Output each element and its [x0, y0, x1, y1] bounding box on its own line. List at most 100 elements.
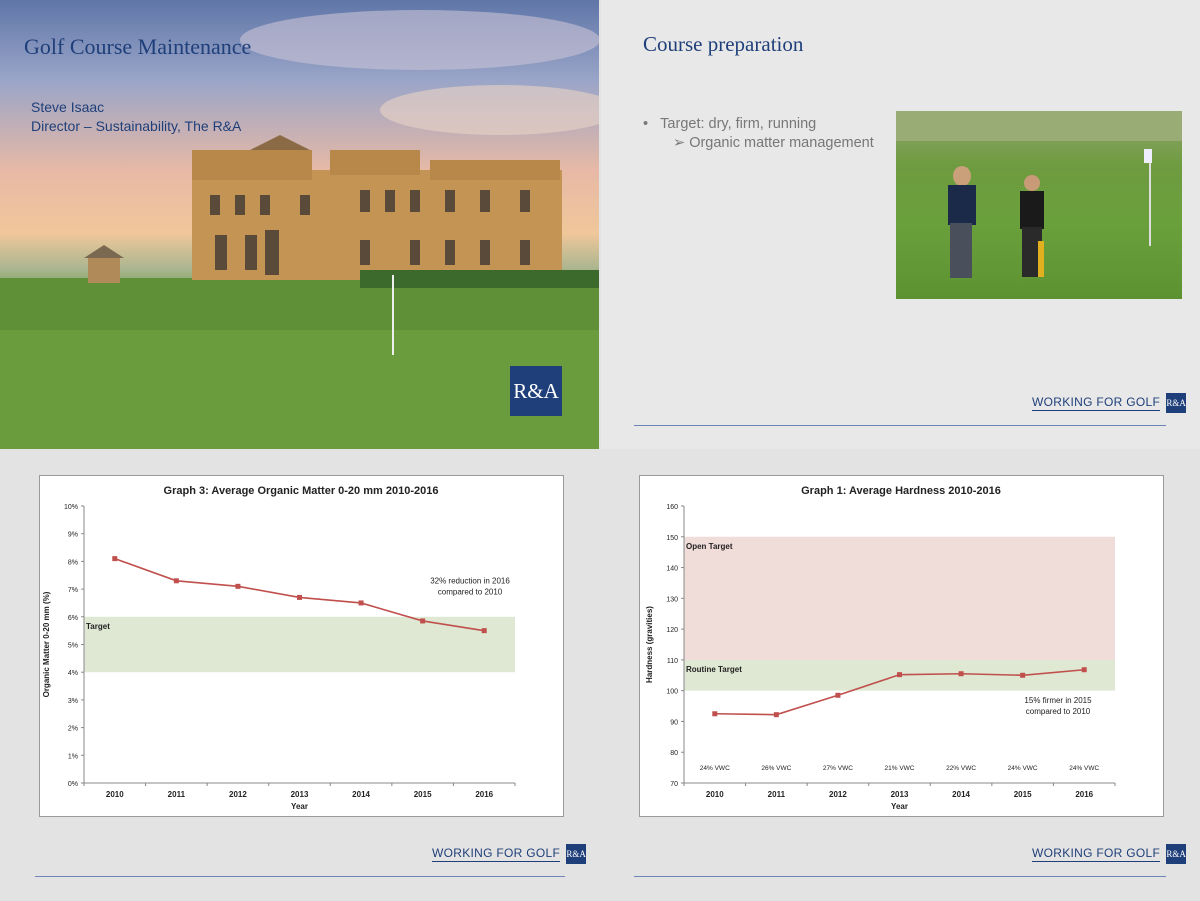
slide-title: Golf Course Maintenance: [24, 34, 252, 59]
green-inspection-photo: [896, 111, 1182, 299]
chart-frame: Graph 3: Average Organic Matter 0-20 mm …: [39, 475, 564, 817]
footer-text: WORKING FOR GOLF: [1032, 846, 1161, 862]
data-point: [235, 583, 241, 589]
data-point: [358, 600, 364, 606]
data-point: [958, 671, 964, 677]
band-label: Routine Target: [686, 665, 742, 674]
clubhouse-photo: [0, 10, 599, 449]
data-point: [112, 556, 118, 562]
sub-bullet-item: ➢ Organic matter management: [673, 135, 874, 151]
vwc-label: 21% VWC: [885, 765, 915, 772]
x-tick-label: 2012: [829, 790, 847, 799]
y-tick-label: 90: [670, 719, 678, 726]
y-tick-label: 110: [667, 658, 678, 665]
bullet-item: • Target: dry, firm, running: [643, 116, 817, 132]
data-point: [773, 712, 779, 718]
y-tick-label: 80: [670, 750, 678, 757]
footer-text: WORKING FOR GOLF: [1032, 395, 1161, 411]
x-tick-label: 2015: [414, 790, 432, 799]
data-point: [897, 672, 902, 678]
x-tick-label: 2014: [952, 790, 970, 799]
working-for-golf-logo: WORKING FOR GOLF R&A: [1032, 844, 1187, 864]
hardness-slide: Graph 1: Average Hardness 2010-2016 Routi…: [601, 452, 1200, 901]
data-point: [297, 594, 302, 600]
y-tick-label: 150: [666, 535, 678, 542]
data-point: [1081, 667, 1087, 673]
y-tick-label: 100: [666, 689, 678, 696]
data-point: [173, 578, 179, 584]
y-tick-label: 7%: [68, 587, 78, 594]
y-tick-label: 4%: [68, 670, 78, 677]
band-label: Target: [86, 622, 110, 631]
chart-frame: Graph 1: Average Hardness 2010-2016 Routi…: [639, 475, 1164, 817]
vwc-label: 26% VWC: [761, 765, 791, 772]
footer-ra-mark: R&A: [566, 844, 587, 864]
x-tick-label: 2016: [475, 790, 493, 799]
chart-annotation: compared to 2010: [1026, 707, 1091, 716]
y-tick-label: 9%: [68, 532, 78, 539]
vwc-label: 24% VWC: [700, 765, 730, 772]
vwc-label: 27% VWC: [823, 765, 853, 772]
x-tick-label: 2013: [891, 790, 909, 799]
data-point: [1020, 672, 1026, 678]
bullet-list: • Target: dry, firm, running ➢ Organic m…: [643, 115, 874, 153]
footer-rule: [634, 425, 1166, 426]
x-tick-label: 2010: [106, 790, 124, 799]
footer-ra-mark: R&A: [1166, 844, 1187, 864]
ra-logo: R&A: [510, 366, 562, 416]
organic-matter-chart: Graph 3: Average Organic Matter 0-20 mm …: [42, 485, 516, 811]
x-tick-label: 2013: [291, 790, 309, 799]
presenter-block: Steve Isaac Director – Sustainability, T…: [31, 98, 241, 136]
x-tick-label: 2016: [1075, 790, 1093, 799]
y-tick-label: 3%: [68, 698, 78, 705]
y-tick-label: 6%: [68, 615, 78, 622]
y-tick-label: 8%: [68, 559, 78, 566]
organic-matter-slide: Graph 3: Average Organic Matter 0-20 mm …: [0, 452, 599, 901]
slide-title: Course preparation: [643, 32, 804, 56]
data-point: [481, 628, 487, 634]
x-tick-label: 2012: [229, 790, 247, 799]
chart-annotation: 15% firmer in 2015: [1024, 696, 1092, 705]
target-band: [84, 616, 515, 673]
footer-text: WORKING FOR GOLF: [432, 846, 561, 862]
x-tick-label: 2011: [768, 790, 786, 799]
y-tick-label: 5%: [68, 643, 78, 650]
working-for-golf-logo: WORKING FOR GOLF R&A: [1032, 393, 1187, 413]
y-tick-label: 1%: [68, 753, 78, 760]
y-tick-label: 2%: [68, 726, 78, 733]
x-axis-label: Year: [891, 802, 908, 811]
course-preparation-slide: Course preparation • Target: dry, firm, …: [601, 0, 1200, 449]
hardness-chart: Graph 1: Average Hardness 2010-2016 Routi…: [645, 485, 1116, 811]
footer-rule: [634, 876, 1166, 877]
vwc-label: 24% VWC: [1069, 765, 1099, 772]
footer-ra-mark: R&A: [1166, 393, 1187, 413]
chart-title: Graph 3: Average Organic Matter 0-20 mm …: [164, 485, 439, 497]
y-tick-label: 10%: [64, 504, 78, 511]
y-axis-label: Organic Matter 0-20 mm (%): [42, 591, 51, 697]
y-tick-label: 160: [666, 504, 678, 511]
x-tick-label: 2015: [1014, 790, 1032, 799]
y-tick-label: 140: [666, 566, 678, 573]
data-point: [835, 692, 841, 698]
x-tick-label: 2011: [168, 790, 186, 799]
title-slide: Golf Course Maintenance Steve Isaac Dire…: [0, 0, 599, 449]
band-label: Open Target: [686, 542, 733, 551]
y-tick-label: 70: [670, 781, 678, 788]
chart-annotation: compared to 2010: [438, 588, 503, 597]
vwc-label: 24% VWC: [1008, 765, 1038, 772]
working-for-golf-logo: WORKING FOR GOLF R&A: [432, 844, 587, 864]
data-point: [420, 618, 426, 624]
x-tick-label: 2014: [352, 790, 370, 799]
presenter-name: Steve Isaac: [31, 99, 105, 115]
photo-figures: [896, 111, 1182, 278]
footer-rule: [35, 876, 565, 877]
presenter-role: Director – Sustainability, The R&A: [31, 118, 242, 134]
target-band: [684, 536, 1115, 660]
y-tick-label: 0%: [68, 781, 78, 788]
data-point: [712, 711, 718, 717]
y-tick-label: 120: [666, 627, 678, 634]
x-axis-label: Year: [291, 802, 308, 811]
y-tick-label: 130: [666, 596, 678, 603]
chart-annotation: 32% reduction in 2016: [430, 577, 510, 586]
x-tick-label: 2010: [706, 790, 724, 799]
